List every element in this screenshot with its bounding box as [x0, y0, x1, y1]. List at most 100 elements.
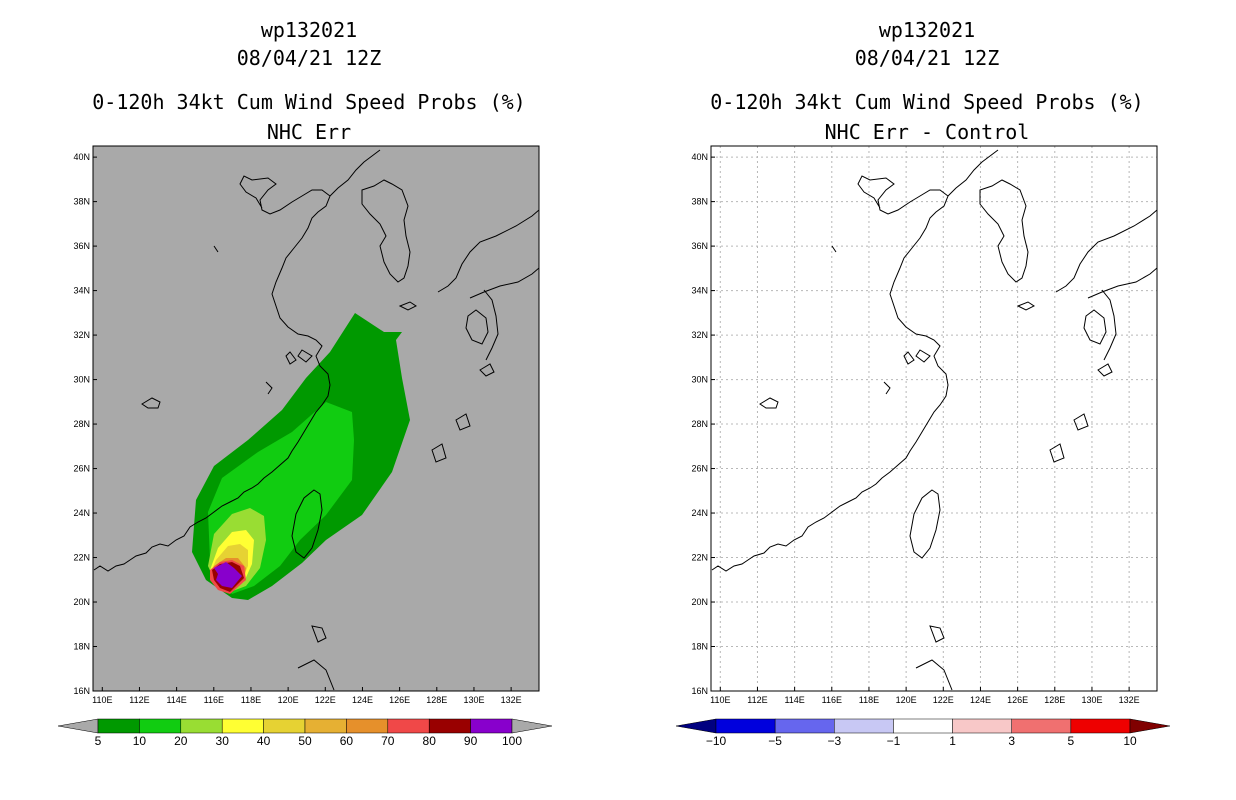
p1-ytick-label: 18N	[73, 642, 90, 652]
cb2-label: 3	[1008, 734, 1015, 748]
p1-colorbar: 5 10 20 30 40 50 60 70 80 90 100	[57, 718, 553, 748]
p1-ytick-label: 38N	[73, 197, 90, 207]
p2-xtick-label: 114E	[784, 695, 804, 705]
p2-xtick-label: 116E	[822, 695, 842, 705]
p2-colorbar: −10 −5 −3 −1 1 3 5 10	[675, 718, 1171, 748]
p2-title-date: 08/04/21 12Z	[854, 46, 1000, 70]
p2-coastline-islands	[759, 245, 1113, 691]
p2-title-model: NHC Err - Control	[824, 120, 1030, 144]
p1-ytick-label: 26N	[73, 464, 90, 474]
p1-xtick-label: 122E	[315, 695, 336, 705]
p2-ytick-label: 34N	[691, 286, 708, 296]
p1-xtick-label: 130E	[463, 695, 484, 705]
p1-xtick-label: 110E	[92, 695, 112, 705]
cb2-label: 5	[1068, 734, 1075, 748]
p2-ytick-label: 38N	[691, 197, 708, 207]
cb1-label: 70	[381, 734, 395, 748]
p2-xtick-label: 120E	[896, 695, 917, 705]
p1-xtick-label: 126E	[389, 695, 410, 705]
cb1-label: 80	[423, 734, 437, 748]
cb2-swatch	[952, 718, 1012, 734]
p2-coastline-taiwan	[909, 489, 941, 559]
cb1-swatch	[97, 718, 140, 734]
p1-ytick-label: 32N	[73, 330, 90, 340]
cb1-swatch	[139, 718, 182, 734]
p2-ytick-label: 32N	[691, 330, 708, 340]
p1-band-100	[214, 562, 242, 588]
p2-ytick-label: 24N	[691, 508, 708, 518]
p2-xtick-label: 124E	[970, 695, 991, 705]
p2-ytick-label: 18N	[691, 642, 708, 652]
p2-axes: 110E 112E 114E 116E 118E 120E 122E 124E 126E 128E…	[691, 152, 1139, 705]
p1-coastline-taiwan	[291, 489, 323, 559]
cb1-over-arrow	[511, 718, 553, 734]
p2-ytick-label: 22N	[691, 553, 708, 563]
p1-title-product: 0-120h 34kt Cum Wind Speed Probs (%)	[92, 90, 526, 114]
cb2-label: 10	[1123, 734, 1137, 748]
p2-ytick-label: 28N	[691, 419, 708, 429]
p2-xtick-label: 118E	[859, 695, 879, 705]
cb2-over-arrow	[1129, 718, 1171, 734]
p2-coastline-main	[711, 149, 999, 572]
p2-xtick-label: 112E	[747, 695, 767, 705]
p1-ytick-label: 24N	[73, 508, 90, 518]
cb1-swatch	[221, 718, 264, 734]
cb2-swatch	[1011, 718, 1072, 734]
cb1-label: 30	[216, 734, 230, 748]
p2-xtick-label: 130E	[1081, 695, 1102, 705]
cb1-swatch	[428, 718, 471, 734]
p1-frame	[92, 145, 540, 692]
cb1-swatch	[346, 718, 389, 734]
cb2-swatch	[834, 718, 894, 734]
p1-coastline-main	[93, 149, 381, 572]
p1-ytick-label: 36N	[73, 241, 90, 251]
cb1-swatch	[470, 718, 513, 734]
p1-coastline-korea	[361, 179, 411, 283]
p2-ytick-label: 26N	[691, 464, 708, 474]
cb2-label: −1	[887, 734, 901, 748]
cb1-label: 5	[95, 734, 102, 748]
p2-ytick-label: 40N	[691, 152, 708, 162]
p1-xtick-label: 128E	[426, 695, 447, 705]
p2-ytick-label: 36N	[691, 241, 708, 251]
p1-ytick-label: 30N	[73, 375, 90, 385]
p2-xtick-label: 128E	[1044, 695, 1065, 705]
p1-ytick-label: 34N	[73, 286, 90, 296]
p1-probability-field	[192, 313, 410, 600]
cb1-label: 100	[502, 734, 522, 748]
p1-xtick-label: 132E	[501, 695, 522, 705]
cb1-label: 50	[298, 734, 312, 748]
cb1-swatch	[180, 718, 223, 734]
cb2-label: −5	[768, 734, 782, 748]
p1-xtick-label: 116E	[204, 695, 224, 705]
cb2-swatch	[774, 718, 835, 734]
cb1-label: 10	[133, 734, 147, 748]
p1-xtick-label: 112E	[129, 695, 149, 705]
cb1-swatch	[263, 718, 306, 734]
cb1-under-arrow	[57, 718, 99, 734]
cb2-swatch	[1070, 718, 1131, 734]
p1-ytick-label: 20N	[73, 597, 90, 607]
p2-coastline-korea	[979, 179, 1029, 283]
panel-2-map: 110E 112E 114E 116E 118E 120E 122E 124E 126E 128E…	[691, 145, 1158, 705]
p2-ytick-label: 20N	[691, 597, 708, 607]
p1-xtick-label: 114E	[166, 695, 186, 705]
p2-ytick-label: 16N	[691, 686, 708, 696]
p1-ytick-label: 16N	[73, 686, 90, 696]
p1-title-storm: wp132021	[260, 18, 358, 42]
p1-title-model: NHC Err	[266, 120, 352, 144]
p1-xtick-label: 124E	[352, 695, 373, 705]
p2-xtick-label: 126E	[1007, 695, 1028, 705]
p2-title-storm: wp132021	[878, 18, 976, 42]
p2-xtick-label: 122E	[933, 695, 954, 705]
cb2-label: 1	[949, 734, 956, 748]
p1-axes: 110E 112E 114E 116E 118E 120E 122E 124E 126E 128E…	[73, 152, 521, 705]
cb1-label: 20	[174, 734, 188, 748]
p1-coastline-islands	[141, 245, 495, 691]
p2-coastlines	[711, 149, 1157, 691]
cb1-label: 40	[257, 734, 271, 748]
p1-coastline-japan	[437, 209, 539, 361]
p2-coastline-japan	[1055, 209, 1157, 361]
cb1-swatch	[387, 718, 430, 734]
